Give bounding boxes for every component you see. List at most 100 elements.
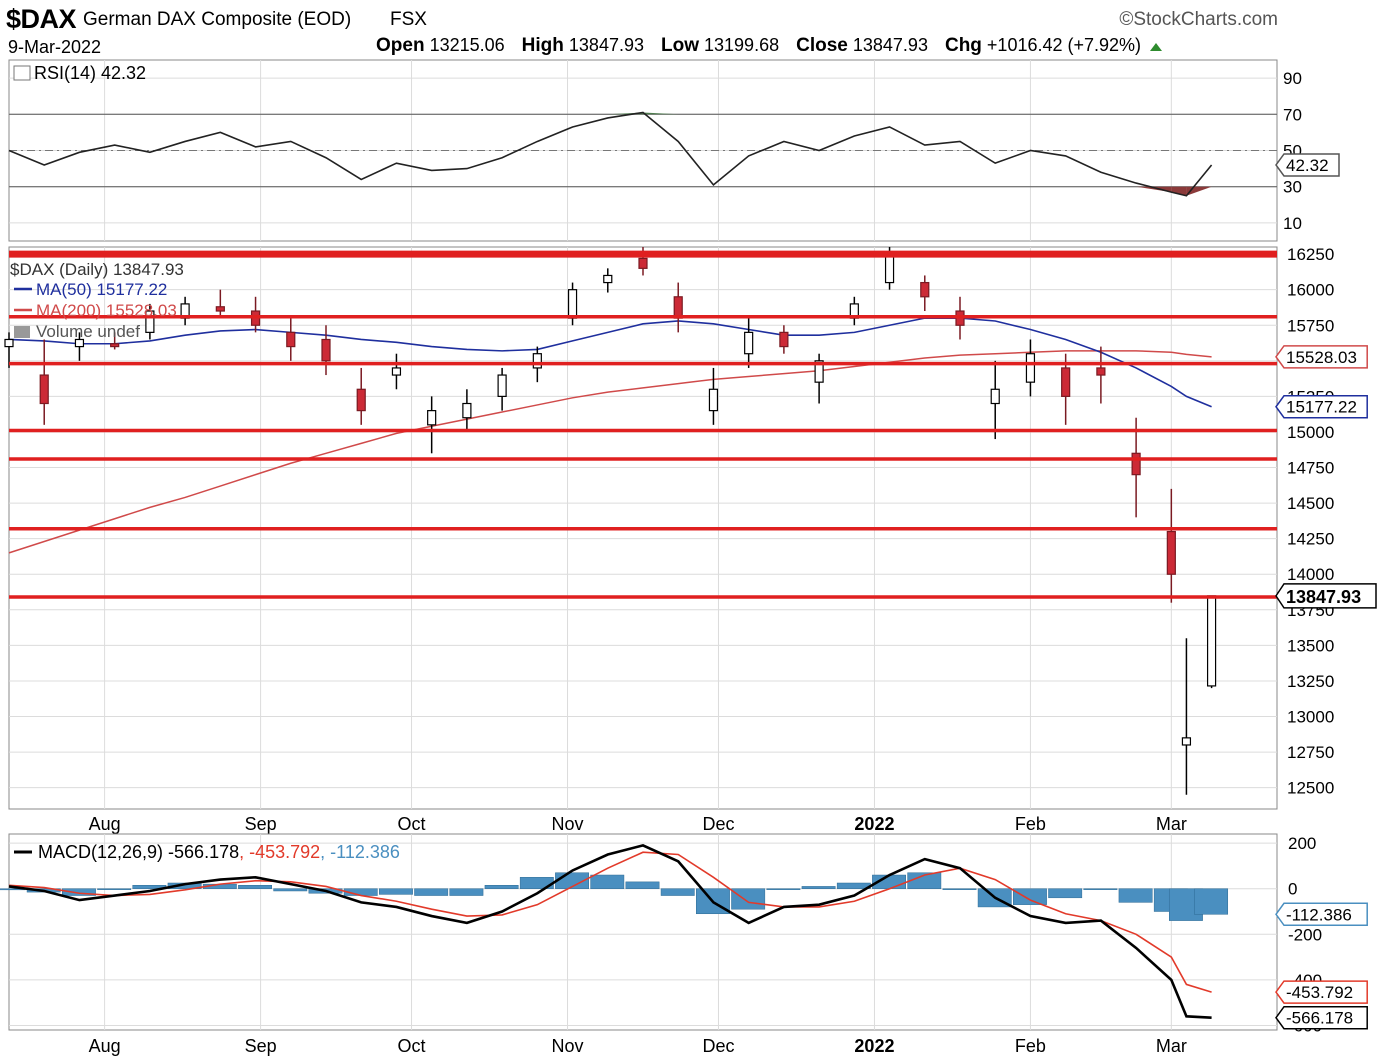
open-label: Open [376, 35, 425, 56]
high-value: 13847.93 [568, 35, 644, 55]
price-candle [4, 338, 14, 348]
price-candle [74, 338, 85, 348]
macd-histogram-bar [625, 881, 660, 889]
macd-histogram-bar [1194, 888, 1229, 915]
macd-histogram-bar [449, 888, 484, 896]
macd-histogram-bar [62, 888, 96, 896]
rsi-tick-label: 70 [1283, 105, 1302, 124]
price-candle [1166, 530, 1176, 575]
macd-histogram-bar [273, 888, 308, 892]
price-x-tick-label: Aug [89, 814, 121, 834]
price-x-tick-label: Nov [552, 814, 584, 834]
price-tick-label: 12500 [1287, 779, 1334, 798]
price-x-tick-label: Dec [702, 814, 734, 834]
high-label: High [521, 35, 564, 56]
macd-histogram-bar [1118, 888, 1153, 903]
rsi-legend: RSI(14) 42.32 [34, 63, 146, 83]
price-candle [884, 253, 895, 284]
price-tick-label: 16000 [1287, 281, 1334, 300]
chart-header: $DAX German DAX Composite (EOD) FSX ©Sto… [0, 0, 1384, 60]
brand-link[interactable]: ©StockCharts.com [1119, 9, 1278, 30]
macd-histogram-bar [590, 874, 625, 889]
quote-date: 9-Mar-2022 [8, 37, 102, 57]
price-x-tick-label: Oct [398, 814, 426, 834]
rsi-overbought-fill [643, 112, 679, 115]
macd-x-tick-label: 2022 [854, 1036, 894, 1056]
macd-legend-part-2: , -112.386 [320, 842, 400, 862]
price-candle [391, 367, 402, 376]
rsi-oversold-fill [1171, 186, 1187, 196]
price-candle [673, 296, 683, 319]
ma200-legend: MA(200) 15528.03 [36, 301, 177, 320]
ma50-legend: MA(50) 15177.22 [36, 280, 167, 299]
price-tick-label: 14500 [1287, 494, 1334, 513]
macd-histogram-bar [238, 885, 272, 889]
rsi-series-line [8, 111, 1213, 197]
macd-histogram-bar [414, 888, 449, 896]
price-candle [39, 374, 49, 405]
macd-x-tick-label: Nov [552, 1036, 584, 1056]
instrument-name: German DAX Composite (EOD) [83, 9, 352, 30]
symbol-title: $DAX [6, 4, 77, 34]
volume-legend: Volume undef [36, 322, 140, 341]
rsi-tick-label: 90 [1283, 69, 1302, 88]
rsi-legend-icon [13, 65, 31, 81]
price-candle [532, 353, 542, 369]
open-value: 13215.06 [429, 35, 505, 55]
rsi-tick-label: 30 [1283, 178, 1302, 197]
macd-histogram-last-value-box [1275, 902, 1368, 927]
macd-tick-label: -200 [1288, 925, 1322, 944]
macd-histogram-bar [731, 888, 766, 910]
price-tick-label: 14000 [1287, 565, 1334, 584]
price-candle [462, 402, 472, 419]
rsi-oversold-fill [1136, 186, 1172, 193]
macd-signal-last-value: -453.792 [1286, 983, 1353, 1002]
ma50-last-value: 15177.22 [1286, 398, 1357, 417]
macd-histogram-bar [907, 872, 942, 889]
price-tick-label: 12750 [1287, 743, 1334, 762]
price-candle [427, 410, 437, 426]
price-candle [1181, 737, 1192, 746]
price-candle [1096, 367, 1106, 376]
macd-histogram-bar [97, 888, 132, 890]
price-candle [744, 331, 754, 355]
ma200-last-value-box [1275, 345, 1368, 369]
ma200-last-value: 15528.03 [1286, 348, 1357, 367]
price-tick-label: 13000 [1287, 708, 1334, 727]
price-tick-label: 13250 [1287, 672, 1334, 691]
price-candle [356, 388, 366, 412]
macd-x-tick-label: Oct [398, 1036, 426, 1056]
exchange-label: FSX [390, 9, 427, 30]
price-x-tick-label: Sep [245, 814, 277, 834]
macd-x-tick-label: Feb [1015, 1036, 1046, 1056]
price-candle [1206, 595, 1217, 687]
macd-histogram-bar [942, 888, 977, 890]
macd-tick-label: 200 [1288, 834, 1316, 853]
macd-histogram-bar [484, 885, 519, 889]
macd-x-tick-label: Dec [702, 1036, 734, 1056]
ma50-last-value-box [1275, 394, 1368, 419]
low-value: 13199.68 [704, 35, 780, 55]
price-candle [920, 281, 930, 298]
macd-histogram-bar [801, 886, 836, 889]
price-candle [990, 388, 1000, 405]
macd-panel-frame [8, 833, 1278, 1031]
price-tick-label: 15000 [1287, 423, 1334, 442]
price-candle [638, 257, 648, 269]
macd-line [8, 844, 1212, 1020]
change-value: +1016.42 (+7.92%) [986, 35, 1142, 55]
price-tick-label: 14750 [1287, 459, 1334, 478]
macd-histogram-last-value: -112.386 [1286, 905, 1352, 924]
ma200-line [8, 350, 1212, 554]
price-candle [708, 388, 719, 412]
ma50-line [8, 317, 1212, 408]
price-x-tick-label: 2022 [854, 814, 894, 834]
macd-signal-line [8, 851, 1212, 993]
price-candle [321, 338, 331, 362]
price-candle [814, 360, 824, 383]
price-candle [110, 343, 120, 348]
macd-legend: MACD(12,26,9) -566.178, -453.792, -112.3… [38, 842, 400, 862]
volume-legend-swatch [14, 326, 30, 338]
macd-histogram-bar [379, 888, 413, 895]
